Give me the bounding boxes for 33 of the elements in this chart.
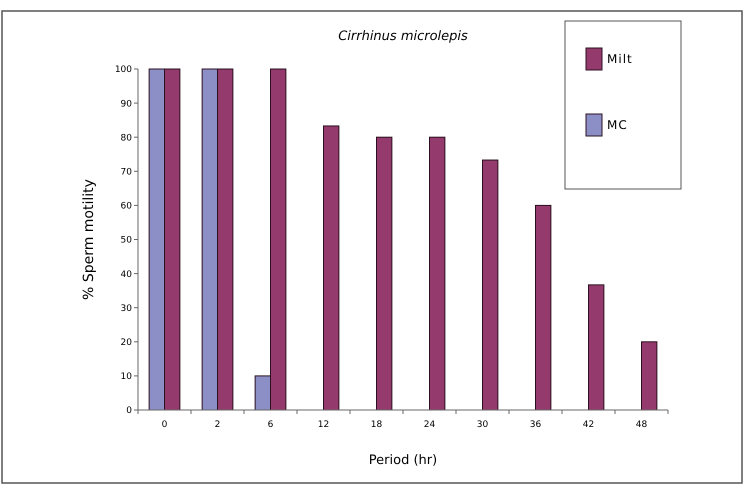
y-axis-title: % Sperm motility [81,179,97,300]
x-tick-label: 24 [424,420,436,430]
y-tick-label: 80 [120,133,132,144]
x-tick-label: 18 [370,420,382,430]
bar [535,204,552,410]
y-tick-label: 100 [114,65,132,76]
y-tick-label: 70 [120,167,132,178]
bar [588,284,604,410]
legend-label: Milt [607,52,633,66]
x-tick-label: 48 [636,420,648,430]
bar [482,160,498,410]
y-tick-label: 20 [120,338,132,348]
y-tick-label: 0 [126,406,132,416]
x-axis-title: Period (hr) [368,453,438,468]
chart-title: Cirrhinus microlepis [338,29,468,44]
y-tick-label: 60 [120,202,132,212]
x-tick-label: 30 [476,420,488,430]
legend-label: MC [607,118,628,132]
x-tick-label: 0 [162,420,168,430]
y-tick-label: 40 [120,270,132,280]
bar [641,341,658,410]
y-tick-label: 90 [120,99,132,110]
y-tick-label: 10 [120,372,132,382]
bar [376,136,392,410]
bar [323,125,340,410]
x-tick-label: 36 [530,420,542,430]
x-tick-label: 6 [268,420,274,430]
x-tick-label: 2 [214,420,220,430]
x-tick-label: 42 [582,420,594,430]
x-tick-label: 12 [318,420,330,430]
y-tick-label: 30 [120,304,132,314]
bar [429,136,446,410]
y-tick-label: 50 [120,236,132,246]
